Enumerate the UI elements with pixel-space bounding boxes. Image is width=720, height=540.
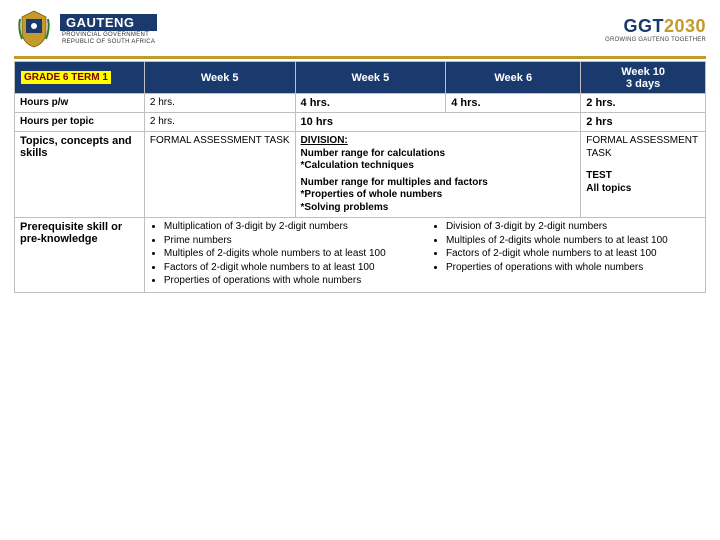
label-prereq: Prerequisite skill or pre-knowledge xyxy=(15,218,145,293)
col-week6: Week 6 xyxy=(446,62,581,94)
row-hours-pw: Hours p/w 2 hrs. 4 hrs. 4 hrs. 2 hrs. xyxy=(15,94,706,113)
topics-l2: Number range for calculations xyxy=(301,148,576,161)
topics-l4: Number range for multiples and factors xyxy=(301,177,576,190)
list-item: Division of 3-digit by 2-digit numbers xyxy=(446,221,700,234)
col-term: GRADE 6 TERM 1 xyxy=(15,62,145,94)
topics-c5: FORMAL ASSESSMENT TASK TEST All topics xyxy=(581,132,706,218)
table-header-row: GRADE 6 TERM 1 Week 5 Week 5 Week 6 Week… xyxy=(15,62,706,94)
topics-l3: *Calculation techniques xyxy=(301,160,576,173)
crest-icon xyxy=(14,9,54,49)
ggt-sub: GROWING GAUTENG TOGETHER xyxy=(605,37,706,43)
label-hours-topic: Hours per topic xyxy=(15,113,145,132)
list-item: Multiples of 2-digits whole numbers to a… xyxy=(446,235,700,248)
col-week5b: Week 5 xyxy=(295,62,446,94)
label-topics: Topics, concepts and skills xyxy=(15,132,145,218)
page-header: GAUTENG PROVINCIAL GOVERNMENT REPUBLIC O… xyxy=(0,0,720,56)
row-prereq: Prerequisite skill or pre-knowledge Mult… xyxy=(15,218,706,293)
curriculum-table: GRADE 6 TERM 1 Week 5 Week 5 Week 6 Week… xyxy=(14,61,706,293)
hours-topic-c5: 2 hrs xyxy=(581,113,706,132)
topics-c2: FORMAL ASSESSMENT TASK xyxy=(144,132,295,218)
list-item: Multiplication of 3-digit by 2-digit num… xyxy=(164,221,418,234)
list-item: Multiples of 2-digits whole numbers to a… xyxy=(164,248,418,261)
gauteng-text-block: GAUTENG PROVINCIAL GOVERNMENT REPUBLIC O… xyxy=(60,14,157,45)
topics-c34: DIVISION: Number range for calculations … xyxy=(295,132,581,218)
topics-l5: *Properties of whole numbers xyxy=(301,189,576,202)
topics-l6: *Solving problems xyxy=(301,202,576,215)
col-week5a: Week 5 xyxy=(144,62,295,94)
ggt-prefix: GGT xyxy=(623,16,664,36)
list-item: Prime numbers xyxy=(164,235,418,248)
prereq-list-right: Division of 3-digit by 2-digit numbersMu… xyxy=(432,221,700,289)
list-item: Factors of 2-digit whole numbers to at l… xyxy=(164,262,418,275)
gauteng-title: GAUTENG xyxy=(60,14,157,31)
gauteng-sub1: PROVINCIAL GOVERNMENT xyxy=(60,31,157,38)
ggt-year: 2030 xyxy=(664,16,706,36)
term-label: GRADE 6 TERM 1 xyxy=(21,71,111,84)
logo-right: GGT2030 GROWING GAUTENG TOGETHER xyxy=(605,16,706,43)
logo-left: GAUTENG PROVINCIAL GOVERNMENT REPUBLIC O… xyxy=(14,9,157,49)
prereq-list-left: Multiplication of 3-digit by 2-digit num… xyxy=(150,221,418,289)
topics-c5-l1: FORMAL ASSESSMENT TASK xyxy=(586,135,700,160)
hours-topic-c34: 10 hrs xyxy=(295,113,581,132)
topics-c5-l2: TEST xyxy=(586,170,700,183)
prereq-content: Multiplication of 3-digit by 2-digit num… xyxy=(144,218,705,293)
hours-topic-c2: 2 hrs. xyxy=(144,113,295,132)
hours-pw-c4: 4 hrs. xyxy=(446,94,581,113)
ggt-logo: GGT2030 xyxy=(605,16,706,37)
topics-division: DIVISION: xyxy=(301,135,576,148)
label-hours-pw: Hours p/w xyxy=(15,94,145,113)
list-item: Properties of operations with whole numb… xyxy=(164,275,418,288)
hours-pw-c5: 2 hrs. xyxy=(581,94,706,113)
gauteng-sub2: REPUBLIC OF SOUTH AFRICA xyxy=(60,38,157,45)
topics-c5-l3: All topics xyxy=(586,183,700,196)
gold-divider xyxy=(14,56,706,59)
row-hours-topic: Hours per topic 2 hrs. 10 hrs 2 hrs xyxy=(15,113,706,132)
list-item: Factors of 2-digit whole numbers to at l… xyxy=(446,248,700,261)
col-week10: Week 10 3 days xyxy=(581,62,706,94)
row-topics: Topics, concepts and skills FORMAL ASSES… xyxy=(15,132,706,218)
hours-pw-c2: 2 hrs. xyxy=(144,94,295,113)
list-item: Properties of operations with whole numb… xyxy=(446,262,700,275)
hours-pw-c3: 4 hrs. xyxy=(295,94,446,113)
